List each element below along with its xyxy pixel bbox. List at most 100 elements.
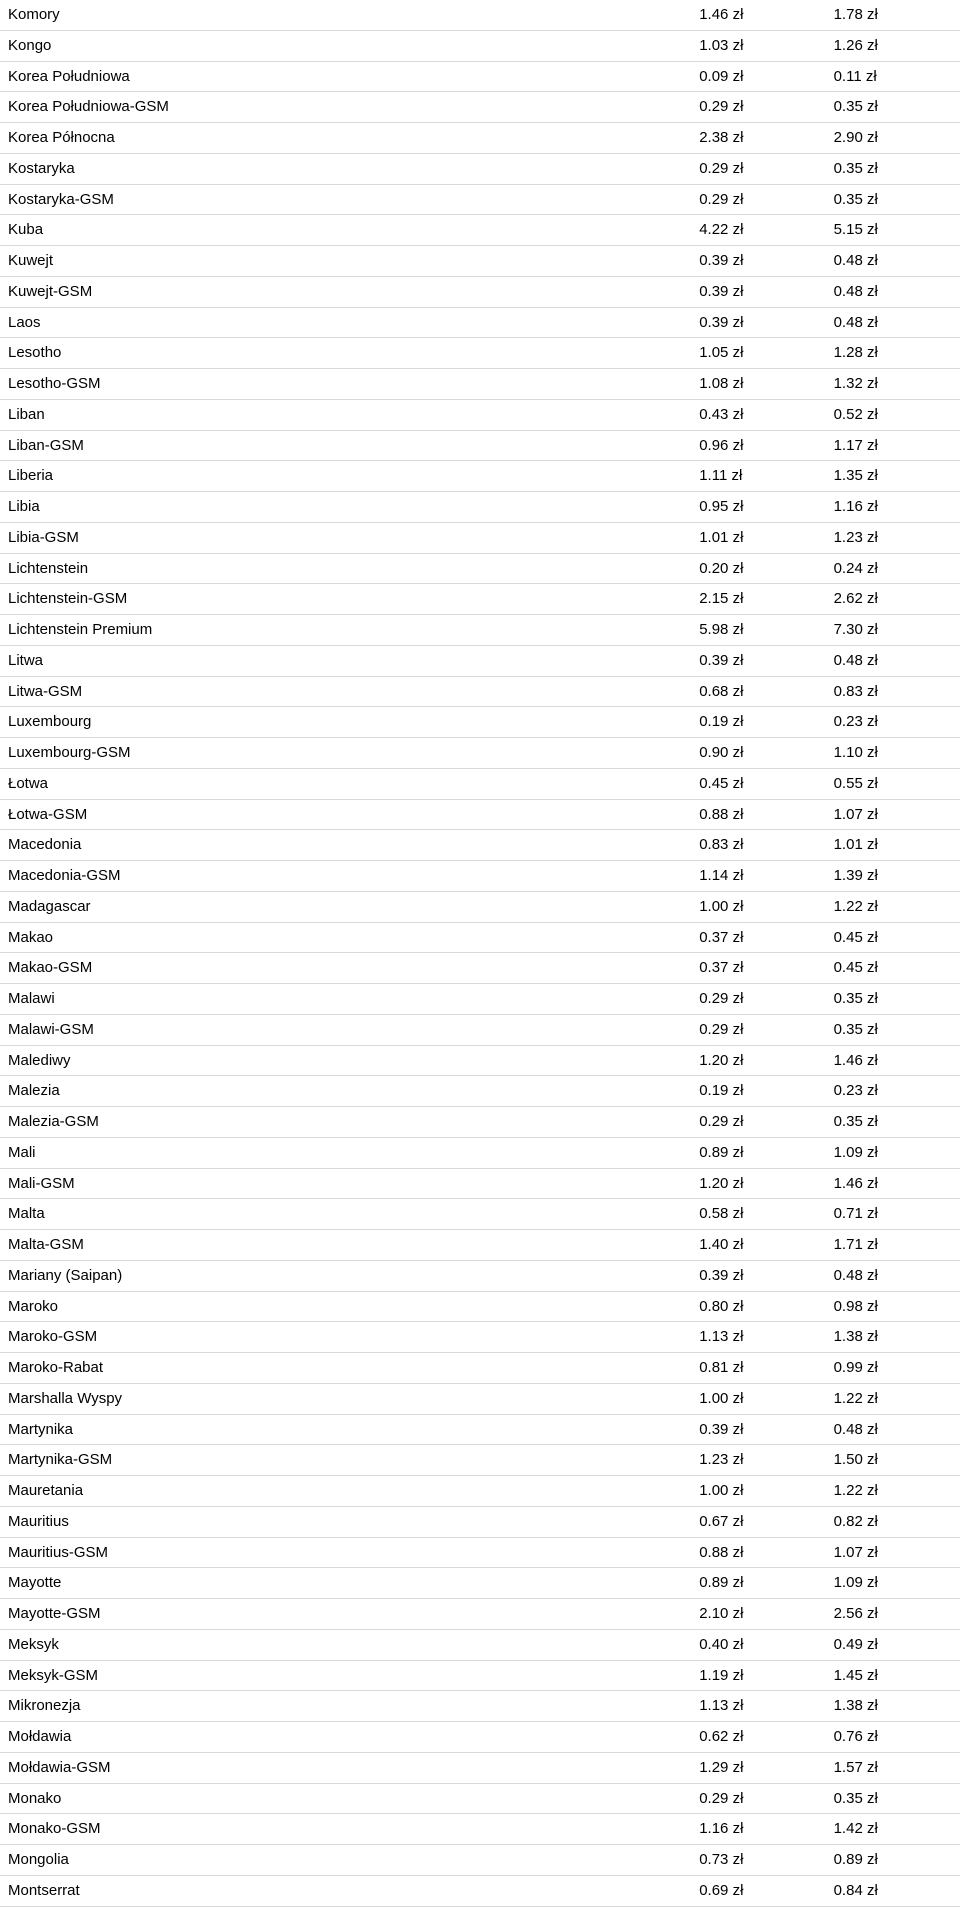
price-2: 0.35 zł: [826, 184, 960, 215]
price-1: 1.16 zł: [691, 1814, 825, 1845]
table-row: Mauretania1.00 zł1.22 zł: [0, 1476, 960, 1507]
table-row: Madagascar1.00 zł1.22 zł: [0, 891, 960, 922]
price-1: 0.37 zł: [691, 953, 825, 984]
country-name: Lichtenstein: [0, 553, 691, 584]
country-name: Kuba: [0, 215, 691, 246]
table-row: Korea Południowa-GSM0.29 zł0.35 zł: [0, 92, 960, 123]
table-row: Malawi0.29 zł0.35 zł: [0, 984, 960, 1015]
price-1: 0.40 zł: [691, 1629, 825, 1660]
table-row: Mongolia0.73 zł0.89 zł: [0, 1845, 960, 1876]
table-row: Mali-GSM1.20 zł1.46 zł: [0, 1168, 960, 1199]
price-2: 1.09 zł: [826, 1137, 960, 1168]
price-1: 1.20 zł: [691, 1168, 825, 1199]
country-name: Korea Południowa-GSM: [0, 92, 691, 123]
table-row: Kongo1.03 zł1.26 zł: [0, 30, 960, 61]
price-2: 1.22 zł: [826, 891, 960, 922]
country-name: Makao: [0, 922, 691, 953]
price-1: 0.83 zł: [691, 830, 825, 861]
country-name: Marshalla Wyspy: [0, 1383, 691, 1414]
price-1: 0.62 zł: [691, 1722, 825, 1753]
price-2: 1.22 zł: [826, 1476, 960, 1507]
price-table: Komory1.46 zł1.78 złKongo1.03 zł1.26 złK…: [0, 0, 960, 1907]
price-2: 0.23 zł: [826, 1076, 960, 1107]
table-row: Lesotho1.05 zł1.28 zł: [0, 338, 960, 369]
price-1: 0.69 zł: [691, 1875, 825, 1906]
price-2: 0.55 zł: [826, 768, 960, 799]
table-row: Meksyk0.40 zł0.49 zł: [0, 1629, 960, 1660]
table-row: Lichtenstein Premium5.98 zł7.30 zł: [0, 615, 960, 646]
country-name: Mauritius-GSM: [0, 1537, 691, 1568]
price-1: 0.81 zł: [691, 1353, 825, 1384]
table-row: Maroko-Rabat0.81 zł0.99 zł: [0, 1353, 960, 1384]
price-1: 2.10 zł: [691, 1599, 825, 1630]
price-2: 0.48 zł: [826, 307, 960, 338]
country-name: Mali: [0, 1137, 691, 1168]
price-1: 1.11 zł: [691, 461, 825, 492]
table-row: Łotwa-GSM0.88 zł1.07 zł: [0, 799, 960, 830]
country-name: Libia: [0, 492, 691, 523]
country-name: Martynika-GSM: [0, 1445, 691, 1476]
price-2: 1.38 zł: [826, 1322, 960, 1353]
table-row: Mali0.89 zł1.09 zł: [0, 1137, 960, 1168]
price-2: 2.62 zł: [826, 584, 960, 615]
country-name: Malta-GSM: [0, 1230, 691, 1261]
price-2: 1.01 zł: [826, 830, 960, 861]
table-row: Malezia-GSM0.29 zł0.35 zł: [0, 1107, 960, 1138]
table-row: Łotwa0.45 zł0.55 zł: [0, 768, 960, 799]
country-name: Malezia: [0, 1076, 691, 1107]
table-row: Mauritius-GSM0.88 zł1.07 zł: [0, 1537, 960, 1568]
price-1: 0.29 zł: [691, 984, 825, 1015]
country-name: Malta: [0, 1199, 691, 1230]
price-2: 1.35 zł: [826, 461, 960, 492]
price-1: 0.19 zł: [691, 707, 825, 738]
price-2: 0.83 zł: [826, 676, 960, 707]
country-name: Luxembourg-GSM: [0, 738, 691, 769]
price-1: 1.19 zł: [691, 1660, 825, 1691]
price-2: 1.32 zł: [826, 369, 960, 400]
table-row: Litwa0.39 zł0.48 zł: [0, 645, 960, 676]
price-1: 0.39 zł: [691, 307, 825, 338]
table-row: Macedonia0.83 zł1.01 zł: [0, 830, 960, 861]
country-name: Kostaryka-GSM: [0, 184, 691, 215]
table-row: Meksyk-GSM1.19 zł1.45 zł: [0, 1660, 960, 1691]
table-row: Mayotte0.89 zł1.09 zł: [0, 1568, 960, 1599]
price-1: 0.09 zł: [691, 61, 825, 92]
price-1: 0.29 zł: [691, 153, 825, 184]
price-2: 0.48 zł: [826, 1260, 960, 1291]
table-row: Malezia0.19 zł0.23 zł: [0, 1076, 960, 1107]
table-row: Monako0.29 zł0.35 zł: [0, 1783, 960, 1814]
price-2: 0.99 zł: [826, 1353, 960, 1384]
country-name: Luxembourg: [0, 707, 691, 738]
table-row: Mayotte-GSM2.10 zł2.56 zł: [0, 1599, 960, 1630]
price-1: 1.00 zł: [691, 891, 825, 922]
table-row: Maroko-GSM1.13 zł1.38 zł: [0, 1322, 960, 1353]
table-row: Macedonia-GSM1.14 zł1.39 zł: [0, 861, 960, 892]
country-name: Makao-GSM: [0, 953, 691, 984]
price-2: 0.52 zł: [826, 399, 960, 430]
table-row: Libia0.95 zł1.16 zł: [0, 492, 960, 523]
price-2: 1.22 zł: [826, 1383, 960, 1414]
price-1: 1.40 zł: [691, 1230, 825, 1261]
country-name: Maroko: [0, 1291, 691, 1322]
price-2: 1.46 zł: [826, 1168, 960, 1199]
country-name: Maroko-GSM: [0, 1322, 691, 1353]
table-row: Marshalla Wyspy1.00 zł1.22 zł: [0, 1383, 960, 1414]
price-2: 1.16 zł: [826, 492, 960, 523]
table-row: Malta0.58 zł0.71 zł: [0, 1199, 960, 1230]
table-row: Mołdawia0.62 zł0.76 zł: [0, 1722, 960, 1753]
price-2: 0.23 zł: [826, 707, 960, 738]
price-1: 0.39 zł: [691, 1414, 825, 1445]
country-name: Mongolia: [0, 1845, 691, 1876]
table-row: Kuwejt-GSM0.39 zł0.48 zł: [0, 276, 960, 307]
country-name: Kostaryka: [0, 153, 691, 184]
price-1: 0.37 zł: [691, 922, 825, 953]
country-name: Malediwy: [0, 1045, 691, 1076]
price-1: 0.29 zł: [691, 184, 825, 215]
price-2: 1.38 zł: [826, 1691, 960, 1722]
price-2: 0.49 zł: [826, 1629, 960, 1660]
country-name: Kuwejt: [0, 246, 691, 277]
country-name: Malawi-GSM: [0, 1014, 691, 1045]
price-2: 1.23 zł: [826, 522, 960, 553]
price-2: 0.35 zł: [826, 984, 960, 1015]
country-name: Kongo: [0, 30, 691, 61]
